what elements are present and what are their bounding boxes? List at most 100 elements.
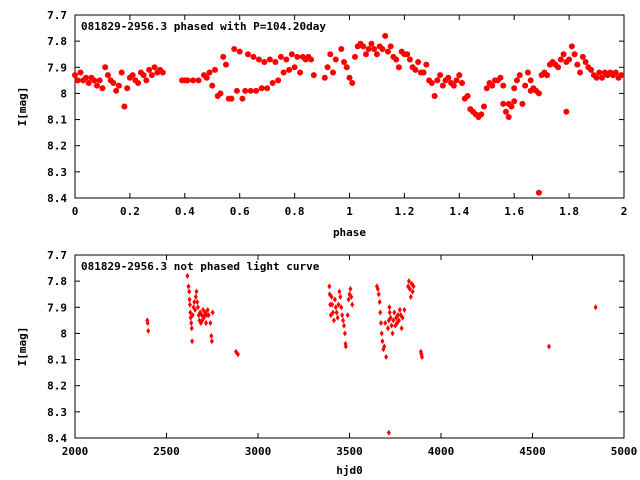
data-point	[437, 72, 444, 79]
data-point	[505, 113, 512, 120]
data-point	[445, 74, 452, 81]
x-tick-label: 3000	[245, 445, 272, 458]
data-point	[264, 85, 271, 92]
data-point	[321, 74, 328, 81]
data-point	[129, 72, 136, 79]
data-point	[375, 285, 380, 292]
data-point	[382, 32, 389, 39]
phased-light-curve-plot: 0 0.2 0.4 0.6 0.8 1 1.2 1.4 1.6 1.8 2 7.7 7.8 7.9 8 8.1…	[16, 9, 627, 239]
data-point	[121, 103, 128, 110]
data-point	[464, 93, 471, 100]
data-point	[115, 82, 122, 89]
data-point	[186, 283, 191, 290]
data-point	[335, 314, 340, 321]
y-tick-label: 7.9	[47, 301, 67, 314]
data-point	[211, 66, 218, 73]
plot-title: 081829-2956.3 phased with P=104.20day	[81, 20, 326, 33]
data-point	[189, 319, 194, 326]
data-point	[231, 45, 238, 52]
data-point	[188, 309, 193, 316]
data-point	[331, 317, 336, 324]
data-point	[535, 189, 542, 196]
data-point	[387, 309, 392, 316]
data-point	[192, 299, 197, 306]
x-tick-label: 2000	[62, 445, 89, 458]
data-point	[395, 312, 400, 319]
data-point	[588, 66, 595, 73]
data-point	[217, 90, 224, 97]
data-point	[118, 69, 125, 76]
x-axis-label: phase	[333, 226, 366, 239]
x-tick-label: 1.2	[394, 205, 414, 218]
data-point	[453, 77, 460, 84]
data-point	[190, 77, 197, 84]
x-tick-label: 2	[621, 205, 628, 218]
data-point	[563, 108, 570, 115]
data-point	[205, 306, 210, 313]
data-point	[574, 61, 581, 68]
x-tick-label: 4500	[519, 445, 546, 458]
data-point	[272, 59, 279, 66]
data-point	[244, 51, 251, 58]
data-point	[159, 69, 166, 76]
data-point	[82, 74, 89, 81]
y-axis-label: I[mag]	[16, 327, 29, 367]
data-point	[399, 325, 404, 332]
data-point	[210, 309, 215, 316]
data-point	[599, 74, 606, 81]
data-point	[513, 77, 520, 84]
data-point	[140, 72, 147, 79]
unphased-light-curve-plot: 2000 2500 3000 3500 4000 4500 5000 7.7 7.8 7.9 8 8.…	[16, 249, 637, 477]
data-point	[428, 79, 435, 86]
y-tick-label: 8.1	[47, 114, 67, 127]
data-point	[91, 77, 98, 84]
data-point	[340, 312, 345, 319]
data-point	[371, 45, 378, 52]
data-point	[431, 93, 438, 100]
data-point	[336, 301, 341, 308]
data-point	[379, 330, 384, 337]
data-point	[511, 85, 518, 92]
data-point	[327, 283, 332, 290]
data-point	[222, 61, 229, 68]
data-point	[185, 272, 190, 279]
data-point	[330, 69, 337, 76]
data-point	[195, 304, 200, 311]
data-point	[389, 322, 394, 329]
data-point	[481, 103, 488, 110]
data-point	[524, 69, 531, 76]
data-point	[277, 53, 284, 60]
data-point	[489, 82, 496, 89]
data-point	[93, 82, 100, 89]
data-point	[184, 77, 191, 84]
y-tick-label: 8.3	[47, 406, 67, 419]
data-point	[568, 43, 575, 50]
data-point	[582, 59, 589, 66]
data-point	[500, 82, 507, 89]
data-point	[187, 296, 192, 303]
y-tick-label: 7.9	[47, 61, 67, 74]
data-point	[99, 85, 106, 92]
data-point	[331, 309, 336, 316]
data-point	[577, 69, 584, 76]
data-point	[546, 343, 551, 350]
data-point	[404, 51, 411, 58]
x-tick-label: 0.8	[285, 205, 305, 218]
data-point	[329, 293, 334, 300]
data-point	[135, 79, 142, 86]
data-point	[342, 322, 347, 329]
data-point	[286, 66, 293, 73]
x-tick-label: 3500	[336, 445, 363, 458]
data-point	[456, 72, 463, 79]
data-point	[351, 53, 358, 60]
data-point	[450, 82, 457, 89]
data-point	[378, 309, 383, 316]
data-point	[102, 64, 109, 71]
x-tick-label: 0.6	[230, 205, 250, 218]
data-point	[209, 82, 216, 89]
x-tick-label: 0.2	[120, 205, 140, 218]
y-tick-label: 8.4	[47, 192, 67, 205]
data-point	[391, 317, 396, 324]
data-point	[434, 77, 441, 84]
